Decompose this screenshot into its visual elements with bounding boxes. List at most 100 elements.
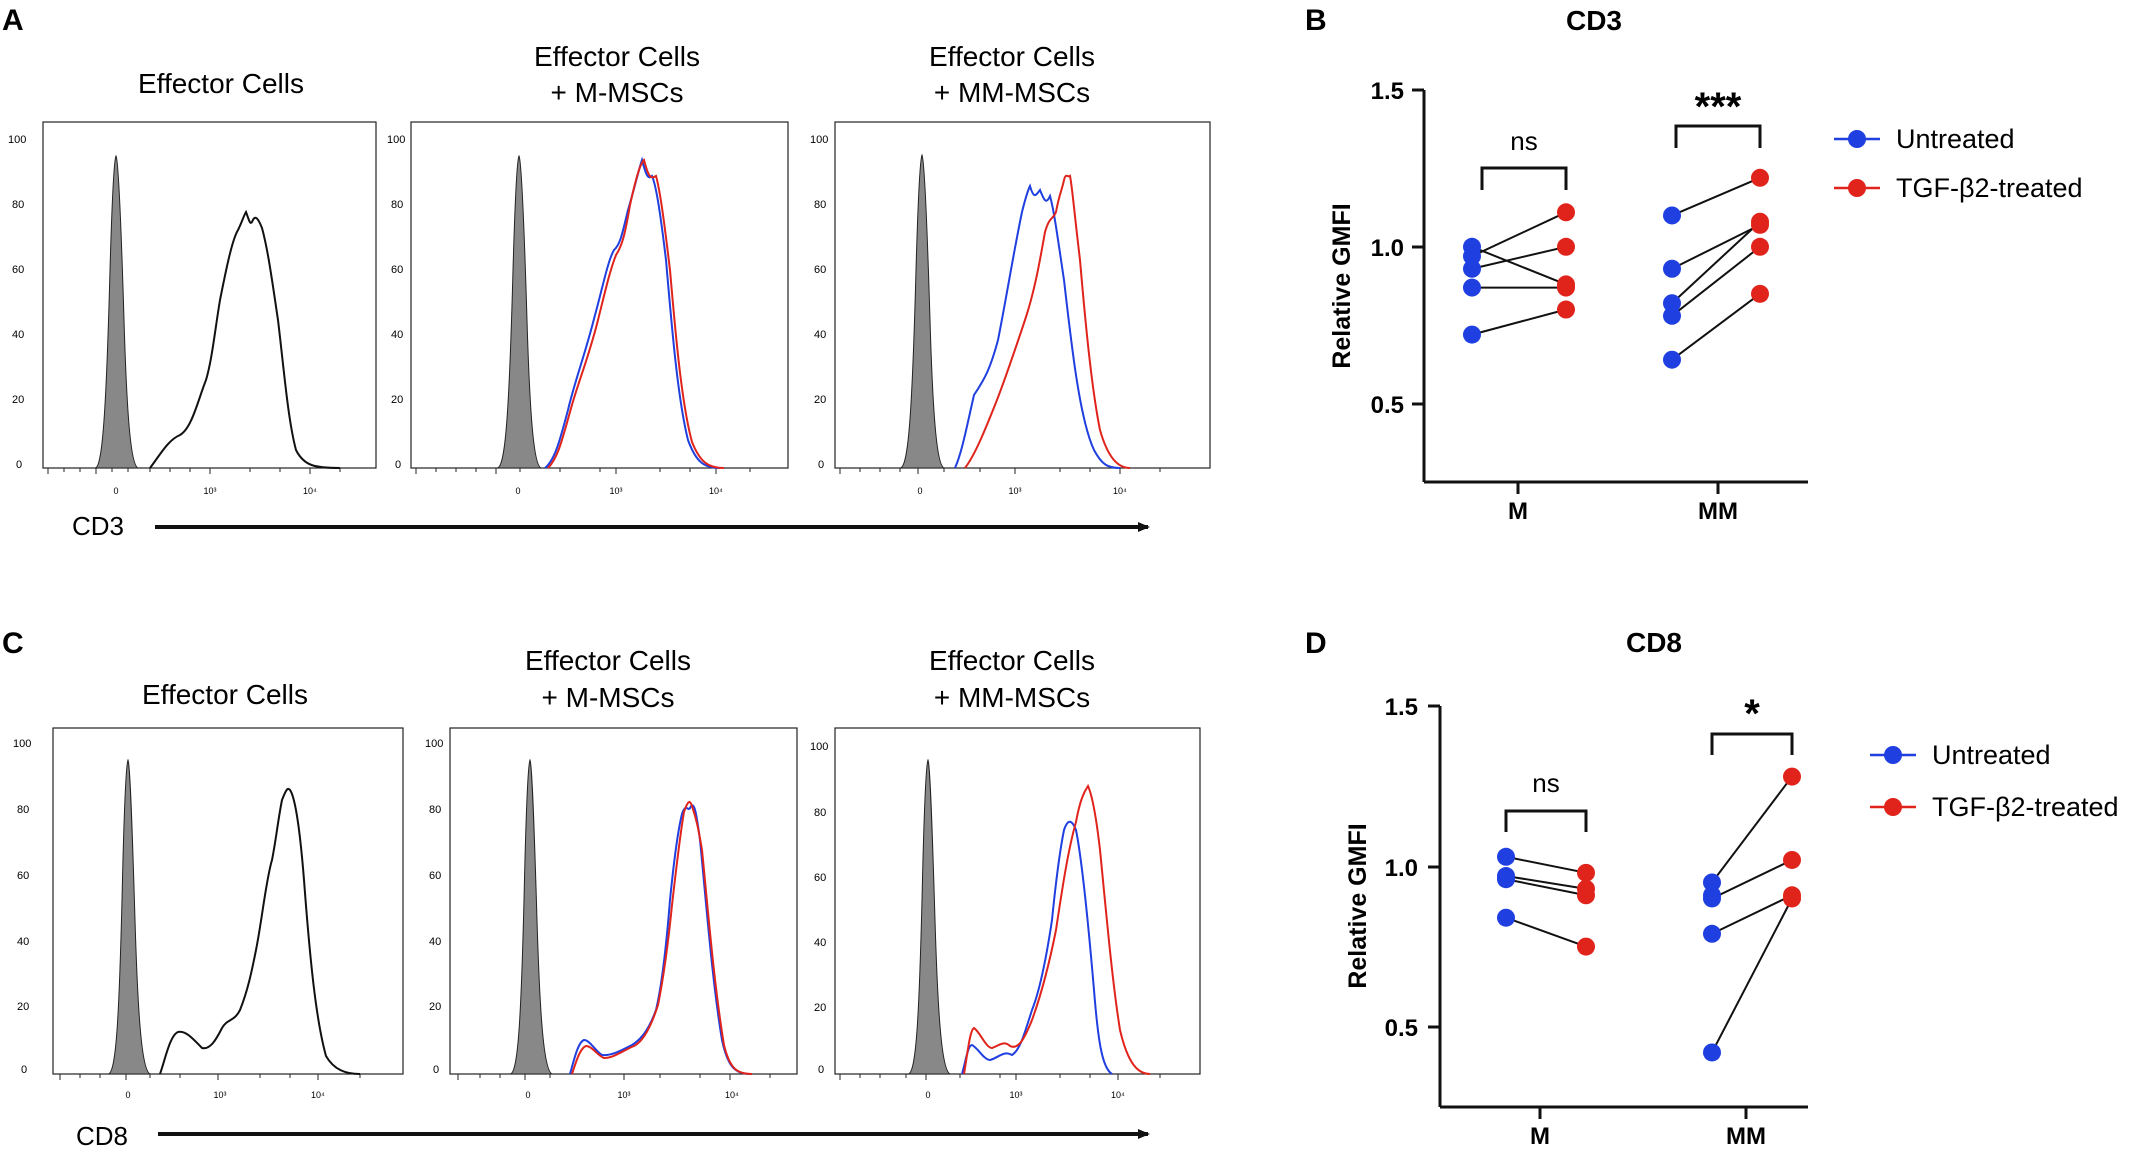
ytick-label: 0	[21, 1064, 27, 1076]
untreated-data-point	[1497, 867, 1515, 886]
ytick-label: 20	[12, 394, 24, 406]
cd8-hist-3-yticks: 100 80 60 40 20 0	[810, 741, 828, 1076]
ytick-label: 0.5	[1385, 1015, 1418, 1042]
cd3-m-significance: ns	[1510, 126, 1537, 156]
ytick-label: 40	[391, 329, 403, 341]
xtick-label: 10³	[609, 486, 622, 496]
panel-letter-b: B	[1305, 4, 1327, 37]
tgf-data-point	[1557, 275, 1575, 294]
pair-connector-line	[1711, 859, 1793, 900]
xtick-label: 0	[917, 486, 922, 496]
pair-connector-line	[1505, 916, 1587, 948]
pair-connector-line	[1671, 223, 1761, 270]
ytick-label: 80	[17, 804, 29, 816]
ytick-label: 80	[814, 807, 826, 819]
cd3-data-marks	[1463, 168, 1769, 369]
legend-tgf-marker	[1884, 798, 1902, 816]
cd8-hist-3-title: Effector Cells	[929, 645, 1095, 676]
cd3-hist-3-isotype-peak	[899, 153, 945, 469]
cd8-hist-2-isotype-peak	[509, 758, 553, 1075]
tgf-data-point	[1751, 284, 1769, 303]
cd8-hist-1-title: Effector Cells	[142, 679, 308, 710]
pair-connector-line	[1471, 245, 1567, 270]
untreated-data-point	[1463, 325, 1481, 344]
pair-connector-line	[1471, 308, 1567, 336]
xtick-label: 10³	[1009, 1090, 1022, 1100]
pair-connector-line	[1671, 293, 1761, 361]
ytick-label: 60	[814, 264, 826, 276]
legend-untreated-marker	[1884, 746, 1902, 764]
xtick-label: 10⁴	[725, 1090, 739, 1100]
cd3-hist-3-tgf-curve	[964, 174, 1131, 469]
ytick-label: 0	[818, 1064, 824, 1076]
ytick-label: 60	[17, 870, 29, 882]
ytick-label: 100	[425, 738, 443, 750]
untreated-data-point	[1703, 873, 1721, 892]
pair-connector-line	[1711, 775, 1793, 884]
pair-connector-line	[1471, 245, 1567, 286]
cd3-mm-bracket	[1674, 124, 1762, 148]
xtick-label: 0	[925, 1090, 930, 1100]
xtick-label: M	[1530, 1123, 1550, 1150]
pair-connector-line	[1671, 246, 1761, 317]
cd8-dot-plot: CD8 1.5 1.0 0.5 M MM Relative GMFI ns *	[1344, 627, 1808, 1150]
cd3-hist-2-title: Effector Cells	[534, 41, 700, 72]
ytick-label: 80	[814, 199, 826, 211]
cd3-hist-1-frame	[42, 121, 377, 469]
cd8-hist-2-yticks: 100 80 60 40 20 0	[425, 738, 443, 1076]
tgf-data-point	[1751, 237, 1769, 256]
ytick-label: 60	[814, 872, 826, 884]
pair-connector-line	[1711, 894, 1793, 935]
cd3-hist-3-frame	[834, 121, 1211, 469]
ytick-label: 40	[814, 937, 826, 949]
xtick-label: 10³	[617, 1090, 630, 1100]
xtick-label: 10⁴	[1113, 486, 1127, 496]
legend-tgf-label: TGF-β2-treated	[1896, 173, 2083, 203]
xtick-label: 10³	[1008, 486, 1021, 496]
cd8-m-significance: ns	[1532, 768, 1559, 798]
xtick-label: 10³	[213, 1090, 226, 1100]
cd3-hist-1-yticks: 100 80 60 40 20 0	[8, 134, 26, 471]
cd3-hist-xaxis-ticks	[47, 468, 1161, 474]
cd8-hist-2-frame	[449, 727, 798, 1075]
cd3-hist-3-untreated-curve	[954, 183, 1121, 469]
xtick-label: 10⁴	[303, 486, 317, 496]
tgf-data-point	[1577, 863, 1595, 882]
cd3-axis-label: CD3	[72, 511, 124, 541]
ytick-label: 20	[429, 1001, 441, 1013]
cd3-hist-2-isotype-peak	[496, 154, 542, 469]
ytick-label: 100	[387, 134, 405, 146]
ytick-label: 20	[391, 394, 403, 406]
ytick-label: 20	[814, 394, 826, 406]
untreated-data-point	[1663, 206, 1681, 225]
xtick-label: 0	[125, 1090, 130, 1100]
tgf-data-point	[1751, 212, 1769, 231]
xtick-label: 0	[525, 1090, 530, 1100]
ytick-label: 1.0	[1385, 855, 1418, 882]
untreated-data-point	[1703, 1043, 1721, 1062]
cd3-hist-2-subtitle: + M-MSCs	[551, 77, 684, 108]
cd3-y-axis-label: Relative GMFI	[1328, 203, 1356, 368]
cd8-hist-3-isotype-peak	[907, 758, 951, 1075]
cd8-hist-2-tgf-curve	[571, 801, 753, 1075]
cd8-hist-3-tgf-curve	[963, 783, 1151, 1075]
tgf-data-point	[1557, 300, 1575, 319]
legend-untreated-label: Untreated	[1896, 124, 2015, 154]
ytick-label: 0	[16, 459, 22, 471]
cd8-axis-label: CD8	[76, 1121, 128, 1151]
cd3-hist-3-yticks: 100 80 60 40 20 0	[810, 134, 828, 471]
xtick-label: 0	[113, 486, 118, 496]
legend-untreated-marker	[1848, 130, 1866, 148]
ytick-label: 40	[429, 936, 441, 948]
ytick-label: 20	[814, 1002, 826, 1014]
panel-letter-d: D	[1305, 627, 1327, 660]
untreated-data-point	[1663, 306, 1681, 325]
cd8-data-marks	[1497, 767, 1801, 1062]
ytick-label: 100	[13, 738, 31, 750]
cd8-hist-1-frame	[52, 727, 404, 1075]
cd8-hist-1-yticks: 100 80 60 40 20 0	[13, 738, 31, 1076]
legend-tgf-label: TGF-β2-treated	[1932, 792, 2119, 822]
ytick-label: 80	[429, 804, 441, 816]
pair-connector-line	[1711, 898, 1793, 1053]
cd8-hist-2-title: Effector Cells	[525, 645, 691, 676]
